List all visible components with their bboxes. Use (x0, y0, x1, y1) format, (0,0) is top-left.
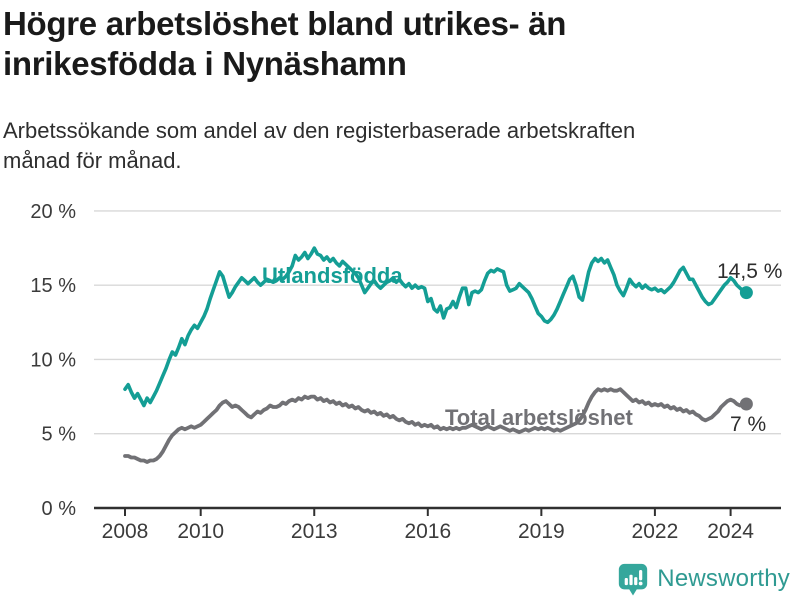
y-tick-label: 20 % (30, 201, 76, 223)
x-tick-label: 2016 (404, 520, 451, 543)
brand-name: Newsworthy (657, 565, 790, 592)
page-subtitle: Arbetssökande som andel av den registerb… (3, 118, 636, 174)
y-tick-label: 5 % (42, 424, 77, 446)
y-tick-label: 15 % (30, 275, 76, 297)
end-value-label: 7 % (730, 413, 766, 436)
bar-1 (624, 578, 629, 586)
bubble-shape (619, 563, 648, 596)
x-tick-label: 2019 (518, 520, 565, 543)
bar-2 (629, 574, 633, 586)
series-line-total-arbetsloshet (123, 387, 749, 464)
x-tick-label: 2024 (707, 520, 754, 543)
exclamation-bar (639, 570, 643, 581)
newsworthy-logo: Newsworthy (616, 562, 790, 596)
newsworthy-bubble-chart-icon (619, 563, 648, 596)
series-end-dot (739, 397, 753, 411)
series-label: Total arbetslöshet (445, 405, 634, 430)
x-tick-label: 2013 (291, 520, 338, 543)
series-line-utlandsfodda (123, 246, 749, 408)
exclamation-dot (639, 581, 643, 586)
y-tick-label: 10 % (30, 349, 76, 371)
x-tick-label: 2022 (632, 520, 679, 543)
series-end-dot (739, 286, 753, 300)
x-tick-label: 2010 (177, 520, 224, 543)
end-value-label: 14,5 % (717, 260, 782, 283)
y-tick-label: 0 % (42, 498, 77, 520)
bar-3 (634, 577, 638, 586)
series-label: Utlandsfödda (262, 263, 403, 288)
page-title: Högre arbetslöshet bland utrikes- än inr… (3, 5, 567, 82)
x-tick-label: 2008 (102, 520, 149, 543)
